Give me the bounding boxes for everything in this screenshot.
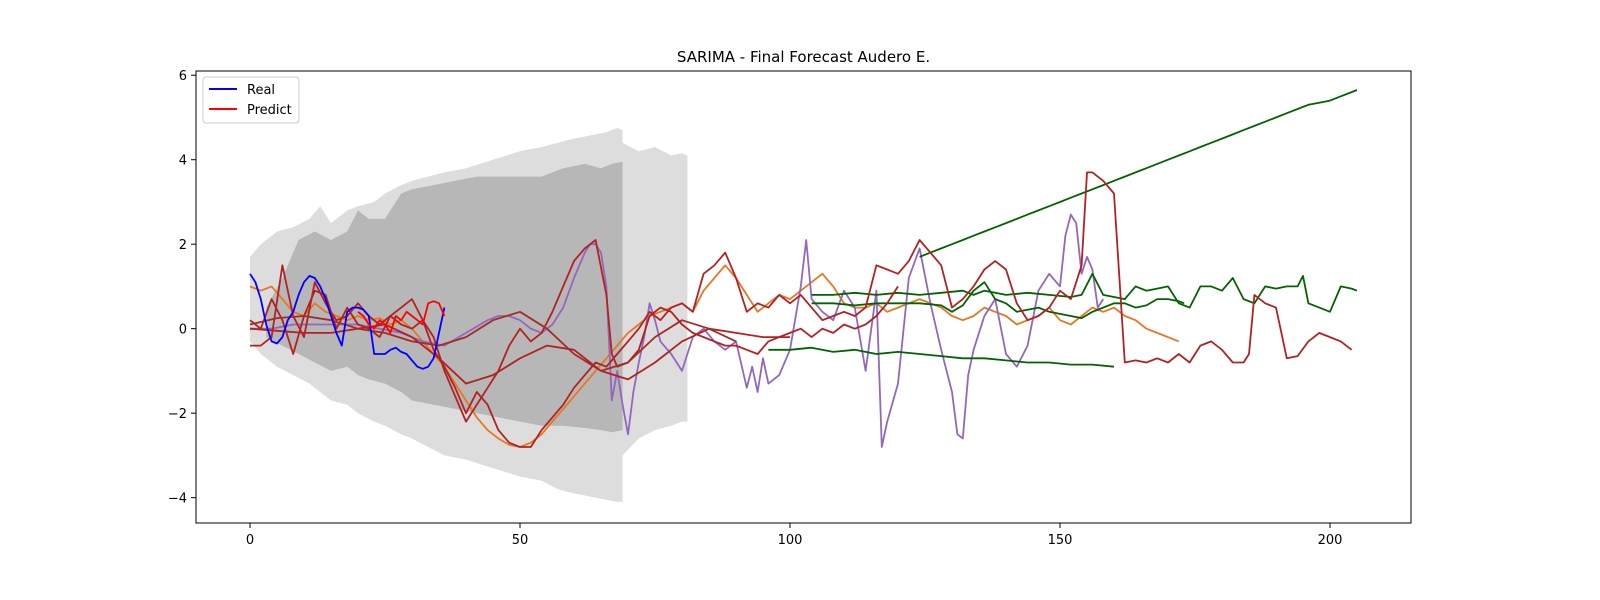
series-line-3 (250, 213, 1104, 448)
y-tick-label: −4 (168, 492, 187, 507)
y-tick-label: 6 (179, 69, 187, 84)
confidence-bands (250, 128, 688, 502)
x-tick-label: 0 (246, 533, 254, 548)
legend: Real Predict (202, 76, 300, 124)
series-line-6 (811, 281, 1185, 319)
x-tick-label: 50 (512, 533, 529, 548)
chart-title: SARIMA - Final Forecast Audero E. (677, 48, 930, 66)
legend-label-predict: Predict (247, 103, 292, 118)
series-lines (249, 89, 1358, 448)
x-tick-label: 100 (778, 533, 803, 548)
series-line-5 (811, 272, 1358, 313)
series-line-7 (768, 346, 1115, 368)
y-tick-label: −2 (168, 407, 187, 422)
confidence-band-2 (266, 161, 623, 433)
series-predict (357, 300, 446, 334)
series-real (249, 273, 446, 370)
y-tick-label: 4 (179, 154, 187, 169)
series-line-11 (249, 310, 737, 372)
legend-label-real: Real (247, 83, 275, 98)
series-line-9 (249, 239, 899, 423)
series-line-2 (249, 264, 1180, 448)
series-line-10 (249, 323, 790, 385)
x-tick-label: 150 (1048, 533, 1073, 548)
confidence-band-1 (622, 142, 688, 456)
x-tick-label: 200 (1318, 533, 1343, 548)
series-line-4 (919, 89, 1358, 258)
series-line-8 (250, 171, 1353, 448)
axes: 0 50 100 150 200 −4 −2 0 2 4 6 (168, 69, 1412, 548)
y-tick-label: 2 (179, 238, 187, 253)
y-tick-label: 0 (179, 323, 187, 338)
plot-frame (195, 70, 1412, 524)
